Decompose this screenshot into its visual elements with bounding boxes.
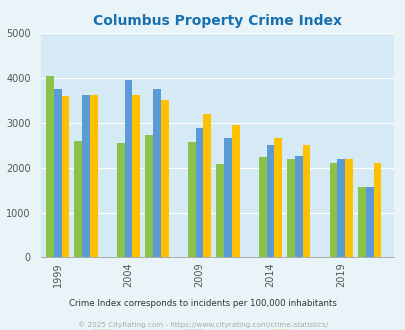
Title: Columbus Property Crime Index: Columbus Property Crime Index xyxy=(92,14,341,28)
Bar xyxy=(286,159,294,257)
Bar xyxy=(195,128,203,257)
Bar xyxy=(344,159,352,257)
Bar xyxy=(231,125,239,257)
Bar xyxy=(357,187,365,257)
Bar xyxy=(145,135,153,257)
Bar xyxy=(224,139,231,257)
Bar xyxy=(365,187,373,257)
Bar xyxy=(62,96,69,257)
Bar xyxy=(160,100,168,257)
Bar xyxy=(124,80,132,257)
Bar xyxy=(329,163,337,257)
Bar xyxy=(53,89,62,257)
Bar xyxy=(274,139,281,257)
Bar xyxy=(117,144,124,257)
Text: © 2025 CityRating.com - https://www.cityrating.com/crime-statistics/: © 2025 CityRating.com - https://www.city… xyxy=(78,322,327,328)
Bar xyxy=(337,159,344,257)
Legend: Columbus, Nebraska, National: Columbus, Nebraska, National xyxy=(87,325,346,330)
Bar xyxy=(215,164,224,257)
Bar xyxy=(302,145,310,257)
Bar xyxy=(46,76,53,257)
Bar xyxy=(90,95,98,257)
Bar xyxy=(373,163,380,257)
Bar xyxy=(266,145,274,257)
Bar xyxy=(258,157,266,257)
Text: Crime Index corresponds to incidents per 100,000 inhabitants: Crime Index corresponds to incidents per… xyxy=(69,299,336,308)
Bar xyxy=(74,141,82,257)
Bar xyxy=(188,142,195,257)
Bar xyxy=(294,156,302,257)
Bar xyxy=(153,89,160,257)
Bar xyxy=(82,95,90,257)
Bar xyxy=(203,114,211,257)
Bar xyxy=(132,95,140,257)
